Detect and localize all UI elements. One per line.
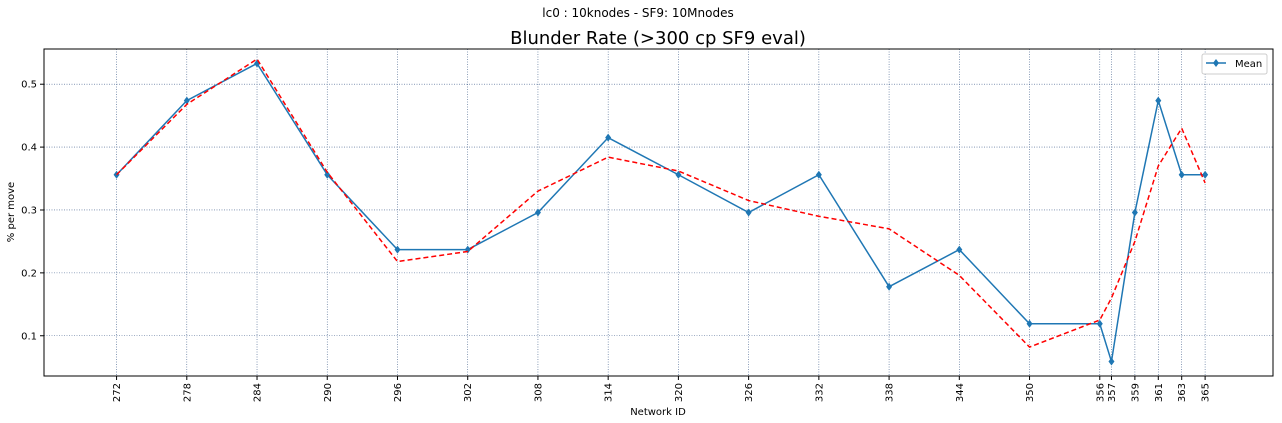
x-tick-label: 290	[323, 383, 334, 402]
data-point-marker	[815, 170, 822, 179]
axis-ticks: 272 278 284 290 296 302 308 314 320 326 332 338 344 3…	[21, 80, 1212, 402]
plot-area	[43, 48, 1274, 377]
x-tick-label: 314	[604, 383, 615, 402]
y-tick-label: 0.4	[21, 143, 37, 154]
y-tick-label: 0.2	[21, 268, 37, 279]
y-tick-label: 0.3	[21, 205, 37, 216]
series-layer	[113, 58, 1209, 366]
data-point-marker	[605, 133, 612, 142]
data-point-marker	[534, 208, 541, 217]
x-tick-label: 320	[674, 383, 685, 402]
x-tick-label: 278	[182, 383, 193, 402]
x-tick-label: 272	[112, 383, 123, 402]
x-tick-label: 332	[814, 383, 825, 402]
data-point-marker	[1202, 170, 1209, 179]
x-tick-label: 344	[955, 383, 966, 402]
data-point-marker	[1178, 170, 1185, 179]
chart-title: Blunder Rate (>300 cp SF9 eval)	[510, 28, 806, 49]
data-point-marker	[1108, 357, 1115, 366]
x-tick-label: 338	[885, 383, 896, 402]
data-point-marker	[324, 170, 331, 179]
x-tick-label: 296	[393, 383, 404, 402]
data-point-marker	[394, 245, 401, 254]
y-axis-label: % per move	[6, 182, 17, 242]
x-tick-label: 356	[1095, 383, 1106, 402]
legend-box	[1201, 53, 1268, 75]
x-tick-label: 359	[1130, 383, 1141, 402]
legend-label-mean: Mean	[1235, 59, 1262, 70]
data-point-marker	[1131, 208, 1138, 217]
x-tick-label: 308	[533, 383, 544, 402]
data-point-marker	[1026, 319, 1033, 328]
x-tick-label: 357	[1107, 383, 1118, 402]
data-point-marker	[1155, 96, 1162, 105]
x-tick-label: 326	[744, 383, 755, 402]
data-point-marker	[745, 208, 752, 217]
x-tick-label: 361	[1154, 383, 1165, 402]
x-tick-label: 363	[1177, 383, 1188, 402]
x-tick-label: 350	[1025, 383, 1036, 402]
legend-marker-mean	[1213, 59, 1219, 67]
figure-suptitle: lc0 : 10knodes - SF9: 10Mnodes	[542, 6, 733, 20]
data-point-marker	[183, 96, 190, 105]
x-tick-label: 284	[253, 383, 264, 402]
data-point-marker	[956, 245, 963, 254]
y-tick-label: 0.5	[21, 80, 37, 91]
x-tick-label: 365	[1201, 383, 1212, 402]
data-point-marker	[886, 282, 893, 291]
x-axis-label: Network ID	[630, 407, 686, 418]
data-point-marker	[1096, 319, 1103, 328]
grid-lines	[44, 49, 1273, 376]
series-line-mean	[116, 62, 1206, 362]
data-point-marker	[675, 170, 682, 179]
legend: Mean	[1201, 53, 1268, 75]
y-tick-label: 0.1	[21, 331, 37, 342]
series-line-trend	[116, 58, 1206, 348]
x-tick-label: 302	[463, 383, 474, 402]
